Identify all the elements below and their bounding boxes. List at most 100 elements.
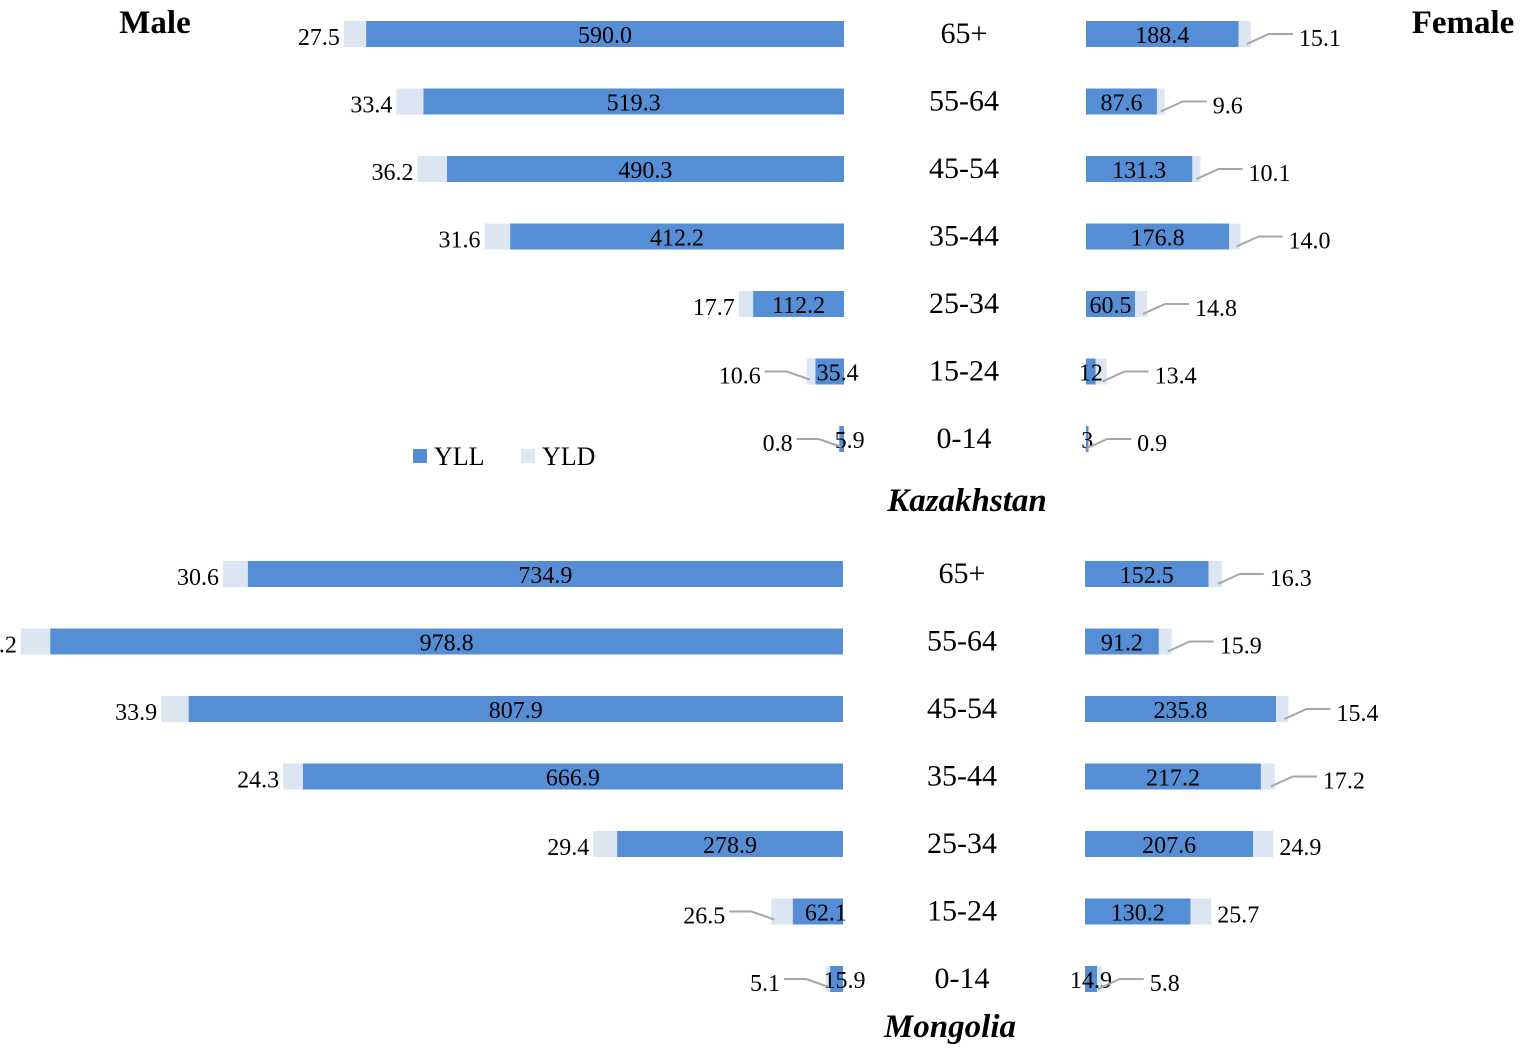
female-yld-bar-65plus	[1238, 21, 1251, 47]
female-yld-value-15-24: 25.7	[1217, 903, 1259, 929]
female-yld-bar-25-34	[1135, 291, 1147, 317]
age-label-45-54: 45-54	[929, 152, 999, 185]
male-yld-leader-15-24	[729, 910, 775, 921]
male-yll-value-15-24: 62.1	[805, 901, 847, 927]
male-yll-bar-65plus	[247, 561, 843, 587]
female-yld-bar-25-34	[1253, 831, 1274, 857]
male-yld-value-35-44: 31.6	[439, 228, 481, 254]
male-yld-value-55-64: 33.4	[350, 93, 392, 119]
male-yll-bar-15-24	[815, 358, 844, 385]
male-yld-value-55-64: 36.2	[0, 633, 17, 659]
legend-yll-swatch	[413, 449, 427, 463]
age-label-55-64: 55-64	[929, 85, 999, 118]
female-yld-leader-45-54	[1196, 168, 1243, 180]
female-yll-value-0-14: 3	[1081, 428, 1093, 454]
male-yll-bar-45-54	[188, 696, 843, 722]
age-label-35-44: 35-44	[927, 760, 997, 793]
male-yll-bar-25-34	[617, 831, 843, 857]
male-yld-value-65plus: 27.5	[298, 25, 340, 51]
male-yld-bar-35-44	[283, 763, 303, 790]
age-label-25-34: 25-34	[929, 287, 999, 320]
male-yll-value-55-64: 978.8	[420, 631, 474, 657]
male-yld-value-0-14: 0.8	[763, 431, 793, 457]
male-yld-value-15-24: 10.6	[719, 364, 761, 390]
female-yld-value-15-24: 13.4	[1155, 364, 1197, 390]
male-yll-bar-55-64	[50, 628, 844, 655]
female-yll-bar-35-44	[1085, 763, 1261, 790]
female-yll-bar-15-24	[1086, 358, 1096, 385]
male-yll-value-0-14: 5.9	[835, 428, 865, 454]
female-yld-leader-55-64	[1167, 640, 1214, 653]
female-yld-leader-15-24	[1102, 370, 1149, 383]
male-yll-value-35-44: 666.9	[546, 766, 600, 792]
female-yld-value-0-14: 5.8	[1150, 971, 1180, 997]
age-label-25-34: 25-34	[927, 827, 997, 860]
female-yld-leader-35-44	[1236, 235, 1283, 248]
female-yld-value-65plus: 15.1	[1299, 26, 1341, 52]
female-yll-bar-65plus	[1085, 561, 1209, 587]
female-yll-value-15-24: 12	[1079, 361, 1103, 387]
male-yld-bar-55-64	[396, 88, 424, 115]
male-yll-value-35-44: 412.2	[650, 226, 704, 252]
male-yld-bar-0-14	[825, 966, 831, 992]
female-yll-bar-45-54	[1085, 696, 1276, 722]
female-yld-bar-35-44	[1260, 763, 1275, 790]
female-yld-leader-55-64	[1160, 100, 1207, 113]
female-yll-value-45-54: 235.8	[1153, 698, 1207, 724]
male-yld-leader-0-14	[783, 978, 830, 988]
kazakhstan-title: Kazakhstan	[886, 483, 1047, 519]
male-yld-value-45-54: 36.2	[372, 160, 414, 186]
female-yll-value-35-44: 217.2	[1146, 766, 1200, 792]
female-yld-bar-55-64	[1156, 88, 1165, 115]
female-yld-leader-0-14	[1084, 438, 1132, 450]
female-yld-leader-0-14	[1097, 978, 1144, 990]
age-label-0-14: 0-14	[935, 962, 990, 995]
female-yll-bar-25-34	[1085, 831, 1254, 857]
female-yld-value-0-14: 0.9	[1137, 431, 1167, 457]
female-yld-leader-45-54	[1284, 708, 1331, 720]
female-yll-value-0-14: 14.9	[1070, 968, 1112, 994]
male-yld-bar-65plus	[343, 21, 367, 47]
male-yld-bar-35-44	[484, 223, 511, 250]
female-yll-value-55-64: 91.2	[1101, 631, 1143, 657]
kazakhstan-panel: 65+ 590.0 27.5 188.4 15.1 55-64 519.3 33.4 87.6 9…	[298, 17, 1341, 457]
female-yld-leader-25-34	[1142, 303, 1189, 315]
female-yld-bar-55-64	[1158, 628, 1172, 655]
legend-yll-label: YLL	[434, 442, 485, 471]
male-yld-bar-15-24	[806, 358, 816, 385]
male-yld-value-35-44: 24.3	[237, 768, 279, 794]
female-yld-leader-65plus	[1246, 33, 1293, 45]
male-yld-leader-15-24	[764, 370, 811, 381]
female-yld-bar-0-14	[1097, 966, 1102, 992]
female-yld-bar-15-24	[1095, 358, 1107, 385]
female-yld-bar-45-54	[1275, 696, 1289, 722]
female-yll-value-15-24: 130.2	[1111, 901, 1165, 927]
male-yll-value-25-34: 278.9	[703, 833, 757, 859]
female-yld-value-55-64: 9.6	[1213, 94, 1243, 120]
male-yld-value-65plus: 30.6	[177, 565, 219, 591]
age-label-45-54: 45-54	[927, 692, 997, 725]
male-yld-bar-25-34	[593, 831, 618, 857]
male-yld-value-0-14: 5.1	[750, 971, 780, 997]
age-label-65plus: 65+	[941, 17, 988, 50]
female-yll-value-65plus: 152.5	[1120, 563, 1174, 589]
female-yld-value-45-54: 10.1	[1249, 161, 1291, 187]
male-yll-bar-55-64	[423, 88, 844, 115]
age-label-0-14: 0-14	[937, 422, 992, 455]
male-yld-bar-25-34	[738, 291, 754, 317]
female-yll-bar-0-14	[1086, 426, 1089, 452]
male-yld-bar-0-14	[838, 426, 840, 452]
male-yll-value-45-54: 490.3	[618, 158, 672, 184]
male-yld-value-45-54: 33.9	[115, 700, 157, 726]
male-yll-bar-35-44	[510, 223, 844, 250]
male-yll-value-55-64: 519.3	[607, 91, 661, 117]
female-yld-leader-65plus	[1217, 573, 1264, 585]
legend-yld-swatch	[521, 449, 535, 463]
male-yld-bar-45-54	[417, 156, 447, 182]
female-yld-value-25-34: 24.9	[1279, 835, 1321, 861]
female-yll-value-25-34: 207.6	[1142, 833, 1196, 859]
male-yld-leader-0-14	[796, 438, 842, 448]
female-header: Female	[1412, 5, 1515, 41]
age-label-35-44: 35-44	[929, 220, 999, 253]
